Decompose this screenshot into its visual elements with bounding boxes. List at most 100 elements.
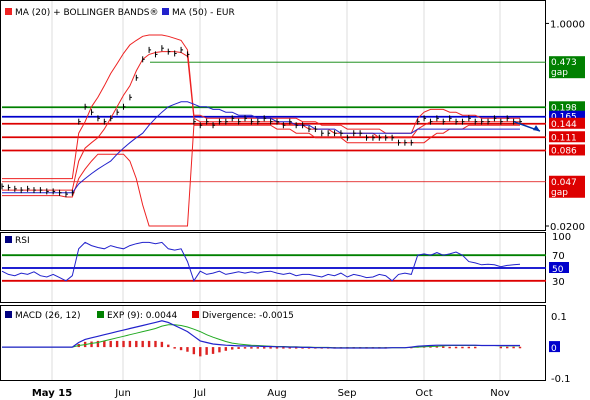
rsi-series [1, 241, 521, 282]
macd-panel-frame [0, 305, 546, 381]
divergence-bar-16 [103, 340, 106, 348]
grid [51, 1, 501, 380]
level-tag-3 [549, 117, 585, 129]
divergence-bar-33 [211, 347, 215, 354]
level-tag-0 [549, 56, 585, 79]
rsi-y-tick-label-2: 50 [552, 265, 564, 275]
level-tag-label-3: 0.144 [551, 120, 577, 130]
divergence-bar-19 [122, 340, 125, 348]
level-tag-6 [549, 175, 585, 198]
divergence-bar-37 [237, 347, 240, 349]
divergence-bar-35 [224, 347, 228, 351]
divergence-bar-26 [167, 344, 170, 348]
legend-label-318-1: EXP (9): 0.0044 [107, 311, 178, 321]
month-label-6: Nov [490, 388, 510, 399]
divergence-bar-30 [192, 347, 196, 355]
divergence-bar-28 [179, 347, 183, 351]
divergence-bar-43 [275, 347, 279, 349]
rsi-50-tag [549, 262, 569, 273]
divergence-bar-80 [512, 346, 515, 349]
level-tag-sub-6: gap [551, 188, 568, 198]
month-label-3: Aug [267, 388, 287, 399]
divergence-bar-27 [173, 347, 176, 349]
legends: MA (20) + BOLLINGER BANDS® MA (50) - EUR R… [5, 8, 294, 321]
bollinger-lower-line [2, 124, 520, 227]
legend-label-15-0: MA (20) + BOLLINGER BANDS® [15, 8, 159, 18]
legend-swatch-318-0 [5, 311, 12, 318]
divergence-bar-78 [499, 346, 503, 349]
month-label-5: Oct [415, 388, 432, 399]
divergence-bar-81 [518, 346, 522, 349]
level-tag-label-6: 0.047 [551, 178, 577, 188]
level-tag-label-1: 0.198 [551, 103, 577, 113]
divergence-bar-31 [199, 347, 202, 357]
divergence-bar-22 [141, 340, 144, 348]
month-label-4: Sep [338, 388, 357, 399]
divergence-bar-46 [294, 347, 298, 349]
price-levels [2, 61, 546, 183]
divergence-bar-41 [262, 347, 266, 349]
legend-label-243-0: RSI [15, 236, 30, 246]
level-tag-4 [549, 131, 585, 143]
macd-line [2, 320, 520, 349]
divergence-bar-34 [218, 347, 221, 353]
level-tag-label-4: 0.111 [551, 133, 577, 143]
macd-y-tick-label-1: 0 [551, 344, 557, 354]
divergence-bar-40 [256, 347, 260, 349]
month-label-1: Jun [114, 388, 131, 399]
legend-label-318-2: Divergence: -0.0015 [202, 311, 294, 321]
divergence-bar-74 [474, 346, 477, 349]
legend-swatch-15-0 [5, 8, 12, 15]
month-label-0: May 15 [32, 388, 72, 399]
divergence-bar-39 [250, 347, 253, 349]
ma20-line [2, 51, 520, 191]
divergence-bar-15 [96, 340, 100, 348]
divergence-bar-44 [282, 347, 285, 349]
macd-signal-line [2, 324, 520, 349]
divergence-bar-36 [231, 347, 234, 350]
divergence-bar-20 [128, 340, 132, 348]
divergence-bar-72 [461, 346, 464, 349]
divergence-bar-23 [147, 340, 151, 348]
divergence-bar-38 [243, 347, 247, 349]
legend-swatch-318-1 [97, 311, 104, 318]
month-label-2: Jul [193, 388, 206, 399]
price-y-tick-label-0: 1.0000 [550, 19, 585, 30]
rsi-y-tick-label-0: 100 [552, 232, 571, 243]
rsi-y-tick-label-3: 30 [552, 277, 565, 288]
divergence-bar-18 [115, 340, 119, 348]
macd-0-tag [549, 341, 560, 353]
legend-swatch-243-0 [5, 236, 12, 243]
price-y-tick-label-1: 0.0200 [550, 222, 585, 233]
rsi-y-tick-label-1: 70 [552, 251, 565, 262]
macd-y-tick-label-2: -0.1 [551, 374, 571, 385]
legend-label-15-1: MA (50) - EUR [172, 8, 235, 18]
divergence-bar-45 [288, 347, 291, 349]
divergence-bar-73 [467, 346, 471, 349]
divergence-bar-68 [435, 346, 439, 348]
level-tag-label-0: 0.473 [551, 58, 577, 68]
level-tag-5 [549, 144, 585, 156]
level-tag-1 [549, 101, 585, 113]
divergence-bar-42 [269, 347, 272, 349]
rsi-levels [2, 254, 546, 282]
divergence-bar-29 [186, 347, 189, 352]
projection-arrowhead [533, 125, 540, 132]
x-axis-labels: May 15 Jun Jul Aug Sep Oct Nov [32, 388, 510, 399]
level-tag-sub-0: gap [551, 68, 568, 78]
ma50-line [2, 101, 520, 194]
legend-swatch-15-1 [162, 8, 169, 15]
price-panel-frame [0, 0, 546, 231]
level-tag-2 [549, 110, 585, 122]
level-tag-label-5: 0.086 [551, 146, 577, 156]
divergence-bar-71 [454, 346, 458, 349]
legend-label-318-0: MACD (26, 12) [15, 311, 81, 321]
divergence-bar-17 [109, 340, 112, 348]
divergence-bar-32 [205, 347, 208, 355]
divergence-bar-14 [90, 341, 93, 348]
y-axis-labels: 0.473gap0.1980.1650.1440.1110.0860.047ga… [545, 19, 585, 385]
price-series [1, 34, 541, 227]
divergence-bar-69 [442, 346, 445, 348]
divergence-bar-79 [506, 346, 509, 349]
